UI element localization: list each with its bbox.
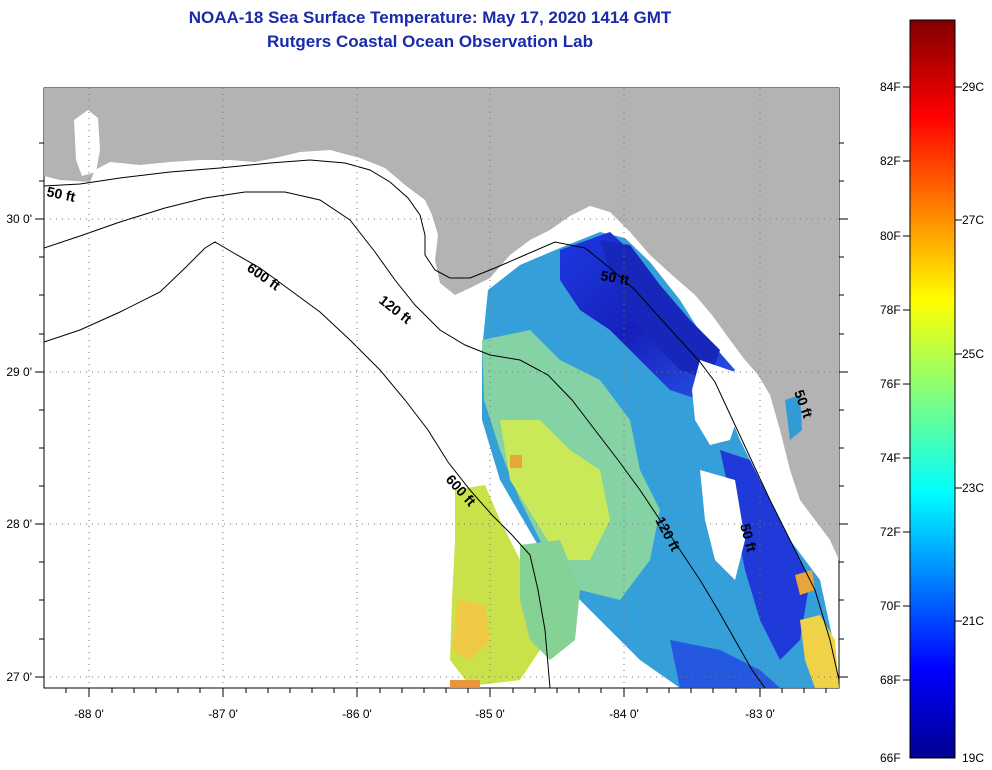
colorbar-f-label: 80F (880, 229, 901, 243)
map-subtitle: Rutgers Coastal Ocean Observation Lab (267, 32, 593, 51)
lon-label: -85 0' (475, 707, 505, 721)
contour-600ft (44, 241, 551, 688)
colorbar-c-label: 25C (962, 347, 984, 361)
colorbar-f-label: 68F (880, 673, 901, 687)
lat-label: 27 0' (6, 670, 32, 684)
colorbar-f-label: 82F (880, 154, 901, 168)
colorbar-f-label: 76F (880, 377, 901, 391)
map-title: NOAA-18 Sea Surface Temperature: May 17,… (188, 8, 672, 27)
colorbar-f-label: 66F (880, 751, 901, 765)
contour-label: 50 ft (737, 522, 760, 554)
color-bar (909, 19, 956, 759)
lat-label: 30 0' (6, 212, 32, 226)
colorbar-f-label: 78F (880, 303, 901, 317)
axis-ticks (35, 142, 848, 697)
lat-label: 28 0' (6, 517, 32, 531)
contour-label: 50 ft (45, 183, 77, 205)
graticule (44, 88, 839, 688)
colorbar-c-label: 27C (962, 213, 984, 227)
lon-label: -84 0' (609, 707, 639, 721)
colorbar-c-label: 29C (962, 80, 984, 94)
colorbar-f-label: 74F (880, 451, 901, 465)
colorbar-ticks (903, 86, 962, 681)
contour-50ft (44, 159, 839, 681)
lat-label: 29 0' (6, 365, 32, 379)
colorbar-c-label: 23C (962, 481, 984, 495)
lon-label: -87 0' (208, 707, 238, 721)
colorbar-f-label: 72F (880, 525, 901, 539)
colorbar-f-label: 84F (880, 80, 901, 94)
colorbar-f-label: 70F (880, 599, 901, 613)
lon-label: -88 0' (74, 707, 104, 721)
mobile-bay (74, 110, 100, 176)
contour-label: 50 ft (599, 267, 630, 288)
lon-label: -83 0' (745, 707, 775, 721)
land-mass (44, 88, 839, 560)
contour-120ft (44, 191, 766, 688)
colorbar-c-label: 21C (962, 614, 984, 628)
sst-swath (450, 232, 839, 688)
colorbar-c-label: 19C (962, 751, 984, 765)
lon-label: -86 0' (342, 707, 372, 721)
